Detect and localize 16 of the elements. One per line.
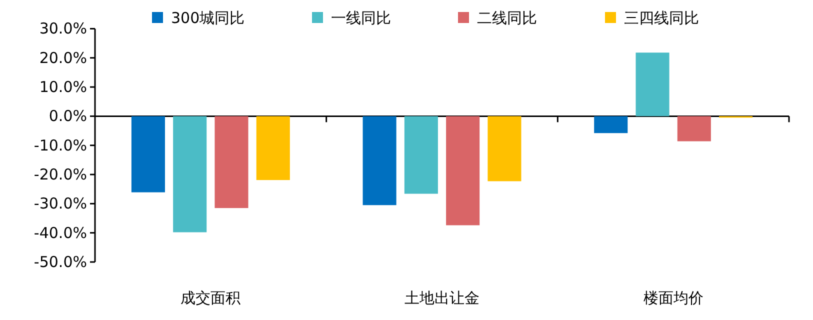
- legend-label: 300城同比: [171, 9, 245, 27]
- y-tick-label: -20.0%: [34, 166, 87, 184]
- y-tick-label: 30.0%: [39, 20, 87, 38]
- x-tick-label: 土地出让金: [404, 289, 480, 307]
- y-tick-label: -40.0%: [34, 224, 87, 242]
- x-tick-label: 成交面积: [180, 289, 241, 307]
- legend-label: 三四线同比: [624, 9, 699, 27]
- y-tick-label: 0.0%: [48, 107, 87, 126]
- y-tick-label: 20.0%: [39, 48, 87, 67]
- y-tick-label: 10.0%: [39, 78, 87, 96]
- x-tick-label: 楼面均价: [643, 289, 704, 307]
- legend-label: 二线同比: [477, 9, 537, 27]
- y-tick-label: -30.0%: [34, 194, 87, 213]
- y-tick-label: -10.0%: [34, 136, 87, 154]
- y-tick-label: -50.0%: [34, 253, 87, 271]
- legend-label: 一线同比: [331, 9, 391, 27]
